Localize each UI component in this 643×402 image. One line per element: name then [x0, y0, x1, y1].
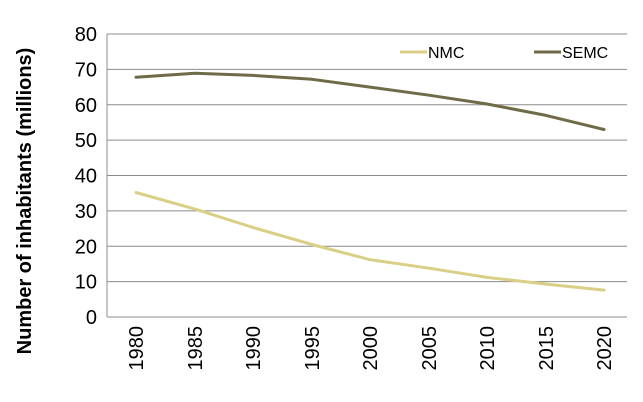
y-axis-label: Number of inhabitants (millions) — [14, 48, 36, 355]
y-tick-label: 30 — [75, 201, 97, 223]
axes — [106, 34, 627, 318]
x-tick-label: 1995 — [302, 326, 324, 371]
x-tick-label: 2005 — [419, 326, 441, 371]
series-line-nmc — [134, 191, 606, 292]
x-tick-label: 2020 — [594, 326, 616, 371]
y-tick-label: 10 — [75, 272, 97, 294]
gridlines — [107, 33, 627, 283]
x-tick-label: 1985 — [185, 326, 207, 371]
x-tick-label: 1980 — [126, 326, 148, 371]
x-tick-labels: 1980 1985 1990 1995 2000 2005 2010 2015 2020 — [126, 326, 616, 371]
x-tick-label: 2015 — [536, 326, 558, 371]
y-tick-label: 50 — [75, 130, 97, 152]
y-tick-label: 70 — [75, 59, 97, 81]
x-tick-label: 2010 — [477, 326, 499, 371]
x-tick-label: 2000 — [360, 326, 382, 371]
series-lines — [134, 71, 606, 292]
legend-label-semc: SEMC — [562, 45, 608, 62]
y-tick-label: 20 — [75, 236, 97, 258]
legend-label-nmc: NMC — [428, 45, 464, 62]
y-tick-label: 0 — [86, 307, 97, 329]
series-line-semc — [134, 71, 606, 131]
legend: NMC SEMC — [400, 45, 608, 62]
y-tick-label: 60 — [75, 95, 97, 117]
y-tick-label: 40 — [75, 166, 97, 188]
y-tick-labels: 0 10 20 30 40 50 60 70 80 — [75, 24, 97, 329]
x-tick-label: 1990 — [243, 326, 265, 371]
y-tick-label: 80 — [75, 24, 97, 46]
